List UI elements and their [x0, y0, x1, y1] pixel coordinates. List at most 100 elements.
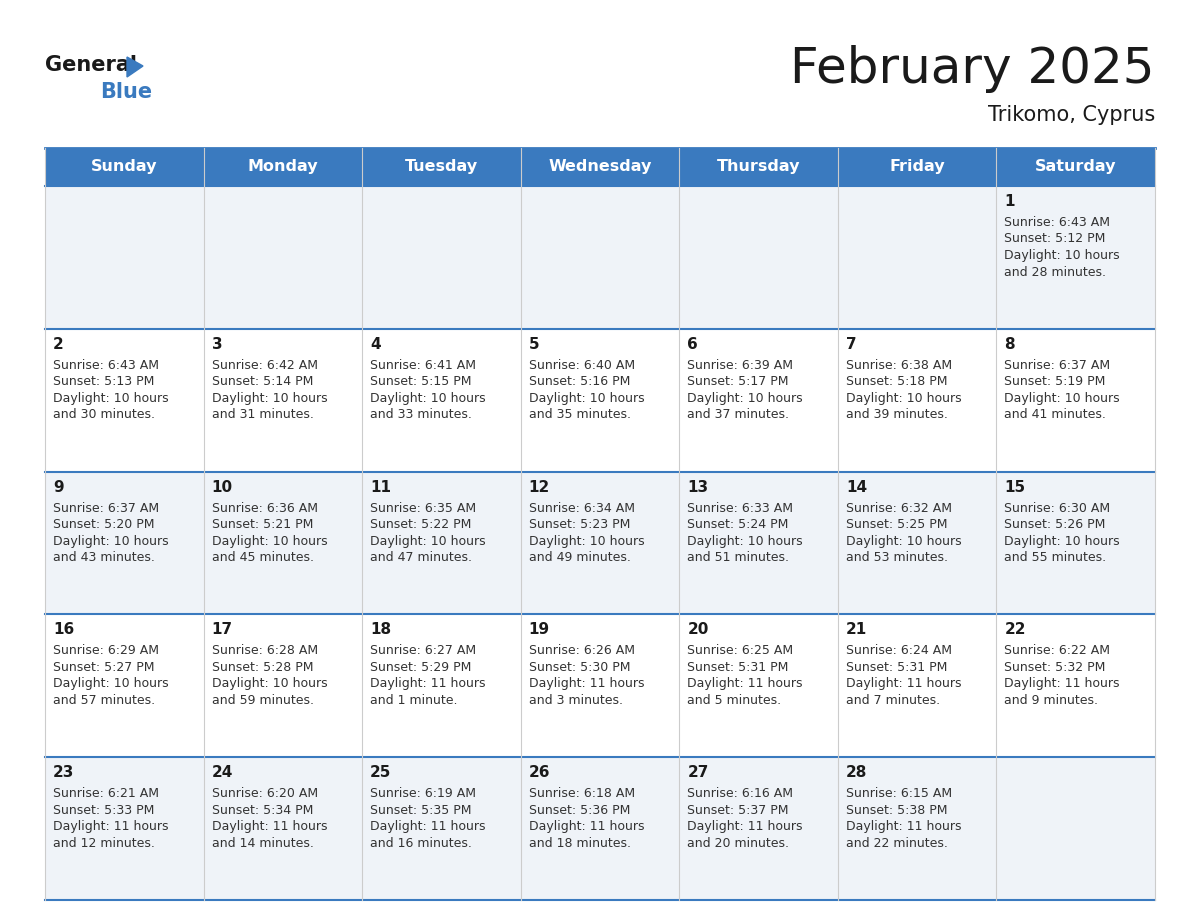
Text: and 39 minutes.: and 39 minutes. — [846, 409, 948, 421]
Text: Daylight: 10 hours: Daylight: 10 hours — [846, 392, 961, 405]
Text: Sunrise: 6:37 AM: Sunrise: 6:37 AM — [53, 501, 159, 515]
Text: 26: 26 — [529, 766, 550, 780]
Text: and 33 minutes.: and 33 minutes. — [371, 409, 472, 421]
Text: 23: 23 — [53, 766, 75, 780]
Text: Friday: Friday — [890, 160, 944, 174]
Text: and 49 minutes.: and 49 minutes. — [529, 551, 631, 564]
Text: Sunrise: 6:26 AM: Sunrise: 6:26 AM — [529, 644, 634, 657]
Text: Sunset: 5:25 PM: Sunset: 5:25 PM — [846, 518, 947, 532]
Text: Sunrise: 6:25 AM: Sunrise: 6:25 AM — [688, 644, 794, 657]
Text: Saturday: Saturday — [1035, 160, 1117, 174]
Text: Daylight: 10 hours: Daylight: 10 hours — [53, 677, 169, 690]
Text: and 35 minutes.: and 35 minutes. — [529, 409, 631, 421]
Text: Sunset: 5:22 PM: Sunset: 5:22 PM — [371, 518, 472, 532]
Text: and 41 minutes.: and 41 minutes. — [1004, 409, 1106, 421]
Text: Sunrise: 6:19 AM: Sunrise: 6:19 AM — [371, 788, 476, 800]
Text: Sunset: 5:13 PM: Sunset: 5:13 PM — [53, 375, 154, 388]
Bar — [203, 329, 362, 472]
Text: Blue: Blue — [100, 82, 152, 102]
Text: and 16 minutes.: and 16 minutes. — [371, 836, 472, 850]
Bar — [997, 329, 1155, 472]
Text: Sunset: 5:36 PM: Sunset: 5:36 PM — [529, 803, 630, 817]
Text: 15: 15 — [1004, 479, 1025, 495]
Text: Daylight: 10 hours: Daylight: 10 hours — [529, 534, 644, 548]
Text: 6: 6 — [688, 337, 699, 352]
Text: and 9 minutes.: and 9 minutes. — [1004, 694, 1099, 707]
Text: Sunset: 5:37 PM: Sunset: 5:37 PM — [688, 803, 789, 817]
Text: 28: 28 — [846, 766, 867, 780]
Text: Daylight: 11 hours: Daylight: 11 hours — [688, 677, 803, 690]
Text: Daylight: 10 hours: Daylight: 10 hours — [846, 534, 961, 548]
Bar — [680, 186, 838, 329]
Bar — [997, 757, 1155, 900]
Text: and 7 minutes.: and 7 minutes. — [846, 694, 940, 707]
Text: Sunrise: 6:34 AM: Sunrise: 6:34 AM — [529, 501, 634, 515]
Text: Monday: Monday — [247, 160, 318, 174]
Text: Sunrise: 6:29 AM: Sunrise: 6:29 AM — [53, 644, 159, 657]
Text: Daylight: 10 hours: Daylight: 10 hours — [529, 392, 644, 405]
Text: Sunrise: 6:43 AM: Sunrise: 6:43 AM — [1004, 216, 1111, 229]
Text: Sunset: 5:15 PM: Sunset: 5:15 PM — [371, 375, 472, 388]
Text: Daylight: 10 hours: Daylight: 10 hours — [53, 534, 169, 548]
Bar — [203, 757, 362, 900]
Text: and 1 minute.: and 1 minute. — [371, 694, 457, 707]
Text: 16: 16 — [53, 622, 74, 637]
Text: 12: 12 — [529, 479, 550, 495]
Bar — [45, 472, 203, 614]
Text: and 55 minutes.: and 55 minutes. — [1004, 551, 1106, 564]
Text: Sunset: 5:12 PM: Sunset: 5:12 PM — [1004, 232, 1106, 245]
Text: 19: 19 — [529, 622, 550, 637]
Text: 9: 9 — [53, 479, 64, 495]
Bar — [520, 614, 680, 757]
Text: Sunset: 5:20 PM: Sunset: 5:20 PM — [53, 518, 154, 532]
Text: and 5 minutes.: and 5 minutes. — [688, 694, 782, 707]
Text: 2: 2 — [53, 337, 64, 352]
Bar — [45, 614, 203, 757]
Text: 10: 10 — [211, 479, 233, 495]
Text: 22: 22 — [1004, 622, 1026, 637]
Text: 18: 18 — [371, 622, 391, 637]
Text: Sunrise: 6:43 AM: Sunrise: 6:43 AM — [53, 359, 159, 372]
Text: Daylight: 10 hours: Daylight: 10 hours — [371, 392, 486, 405]
Text: and 59 minutes.: and 59 minutes. — [211, 694, 314, 707]
Bar — [680, 329, 838, 472]
Text: Sunset: 5:35 PM: Sunset: 5:35 PM — [371, 803, 472, 817]
Text: Tuesday: Tuesday — [405, 160, 478, 174]
Text: Sunrise: 6:28 AM: Sunrise: 6:28 AM — [211, 644, 317, 657]
Text: Sunrise: 6:24 AM: Sunrise: 6:24 AM — [846, 644, 952, 657]
Bar — [838, 472, 997, 614]
Bar — [520, 757, 680, 900]
Text: Daylight: 10 hours: Daylight: 10 hours — [371, 534, 486, 548]
Text: Daylight: 10 hours: Daylight: 10 hours — [1004, 249, 1120, 262]
Text: Sunrise: 6:15 AM: Sunrise: 6:15 AM — [846, 788, 952, 800]
Text: 4: 4 — [371, 337, 381, 352]
Text: Sunrise: 6:22 AM: Sunrise: 6:22 AM — [1004, 644, 1111, 657]
Text: 14: 14 — [846, 479, 867, 495]
Text: Daylight: 10 hours: Daylight: 10 hours — [688, 534, 803, 548]
Text: Sunset: 5:34 PM: Sunset: 5:34 PM — [211, 803, 312, 817]
Text: and 3 minutes.: and 3 minutes. — [529, 694, 623, 707]
Text: General: General — [45, 55, 137, 75]
Bar — [520, 186, 680, 329]
Bar — [45, 757, 203, 900]
Text: Daylight: 11 hours: Daylight: 11 hours — [1004, 677, 1120, 690]
Text: Daylight: 10 hours: Daylight: 10 hours — [688, 392, 803, 405]
Text: and 28 minutes.: and 28 minutes. — [1004, 265, 1106, 278]
Bar — [45, 329, 203, 472]
Text: Sunrise: 6:41 AM: Sunrise: 6:41 AM — [371, 359, 476, 372]
Bar — [838, 614, 997, 757]
Text: 8: 8 — [1004, 337, 1015, 352]
Bar — [997, 472, 1155, 614]
Text: Sunrise: 6:16 AM: Sunrise: 6:16 AM — [688, 788, 794, 800]
Text: Sunset: 5:26 PM: Sunset: 5:26 PM — [1004, 518, 1106, 532]
Text: Sunset: 5:19 PM: Sunset: 5:19 PM — [1004, 375, 1106, 388]
Text: Daylight: 11 hours: Daylight: 11 hours — [846, 677, 961, 690]
Text: Sunset: 5:32 PM: Sunset: 5:32 PM — [1004, 661, 1106, 674]
Text: Sunset: 5:18 PM: Sunset: 5:18 PM — [846, 375, 947, 388]
Text: 24: 24 — [211, 766, 233, 780]
Text: Sunrise: 6:30 AM: Sunrise: 6:30 AM — [1004, 501, 1111, 515]
Text: and 20 minutes.: and 20 minutes. — [688, 836, 789, 850]
Bar — [203, 472, 362, 614]
Text: and 18 minutes.: and 18 minutes. — [529, 836, 631, 850]
Bar — [362, 186, 520, 329]
